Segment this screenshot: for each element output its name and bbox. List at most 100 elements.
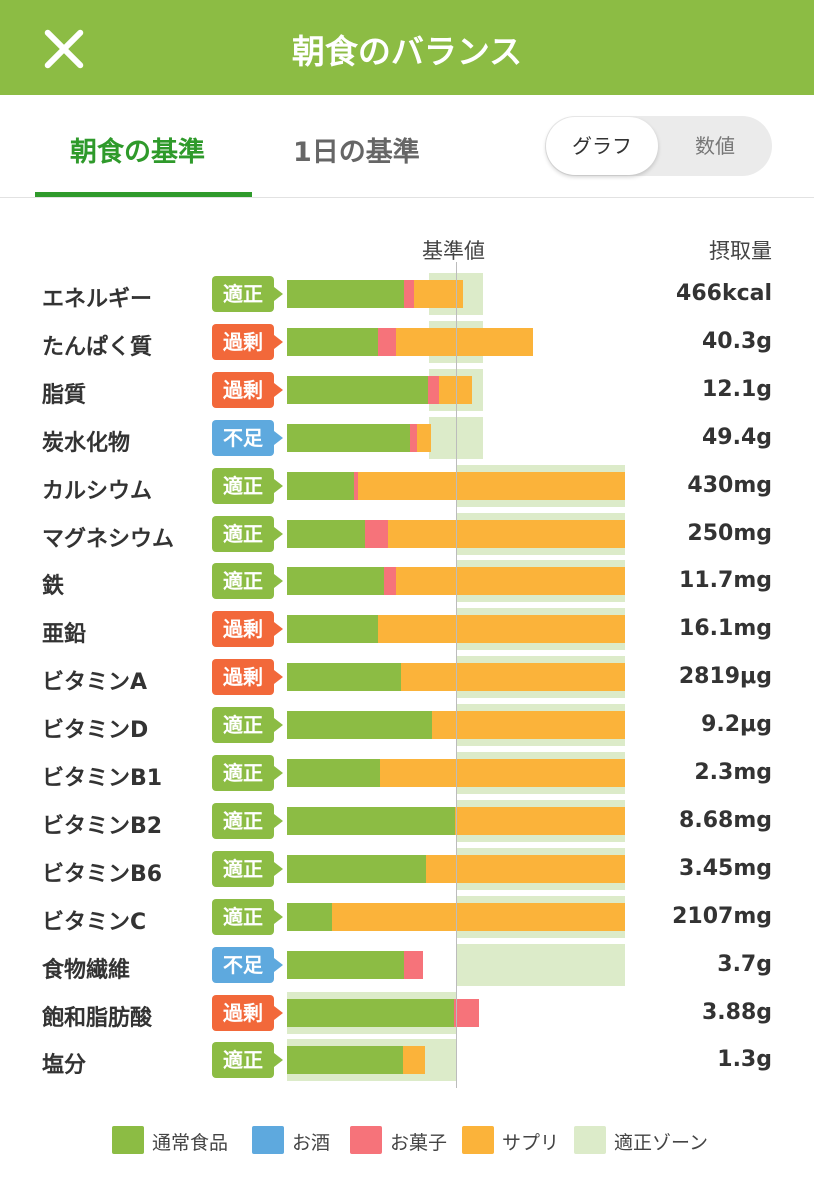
status-badge: 適正 bbox=[212, 707, 283, 743]
nutrient-row[interactable]: エネルギー 適正 466kcal bbox=[0, 273, 814, 321]
bar-segment-snack bbox=[454, 999, 479, 1027]
nutrient-name: 脂質 bbox=[42, 383, 87, 408]
nutrient-row[interactable]: 亜鉛 過剰 16.1mg bbox=[0, 608, 814, 656]
legend-swatch bbox=[252, 1126, 284, 1154]
nutrient-name: ビタミンA bbox=[42, 670, 148, 695]
app-header: 朝食のバランス bbox=[0, 0, 814, 95]
tab-daily-standard[interactable]: 1日の基準 bbox=[293, 137, 420, 168]
nutrient-chart: エネルギー 適正 466kcal たんぱく質 過剰 40.3g 脂質 過剰 12.1g 炭水化物不… bbox=[0, 273, 814, 1087]
nutrient-row[interactable]: 炭水化物 不足 49.4g bbox=[0, 417, 814, 465]
status-badge: 過剰 bbox=[212, 659, 283, 695]
bar-segment-supplement bbox=[403, 1046, 425, 1074]
bar-segment-supplement bbox=[388, 520, 625, 548]
bar-segment-food bbox=[287, 472, 354, 500]
nutrient-row[interactable]: ビタミンB1 適正 2.3mg bbox=[0, 752, 814, 800]
nutrient-row[interactable]: 鉄 適正 11.7mg bbox=[0, 560, 814, 608]
baseline-header: 基準値 bbox=[422, 239, 485, 263]
bar-segment-food bbox=[287, 280, 404, 308]
nutrient-name: 塩分 bbox=[42, 1053, 87, 1078]
nutrient-row[interactable]: ビタミンA 過剰 2819μg bbox=[0, 656, 814, 704]
nutrient-name: ビタミンC bbox=[42, 910, 147, 935]
bar-segment-snack bbox=[404, 280, 414, 308]
bar-segment-snack bbox=[428, 376, 439, 404]
nutrient-name: ビタミンB1 bbox=[42, 766, 163, 791]
nutrient-name: 亜鉛 bbox=[42, 622, 87, 647]
status-badge: 適正 bbox=[212, 276, 283, 312]
status-badge: 過剰 bbox=[212, 995, 283, 1031]
bar-segment-food bbox=[287, 615, 378, 643]
bar-segment-food bbox=[287, 855, 426, 883]
nutrient-row[interactable]: ビタミンC 適正 2107mg bbox=[0, 896, 814, 944]
bar-segment-supplement bbox=[358, 472, 625, 500]
intake-value: 430mg bbox=[687, 473, 772, 498]
status-badge: 不足 bbox=[212, 420, 283, 456]
bar-segment-food bbox=[287, 1046, 403, 1074]
toggle-numbers[interactable]: 数値 bbox=[695, 134, 735, 158]
nutrient-name: エネルギー bbox=[42, 287, 153, 312]
appropriate-zone bbox=[456, 944, 625, 986]
active-tab-indicator bbox=[35, 192, 252, 197]
nutrient-name: 炭水化物 bbox=[42, 431, 131, 456]
nutrient-name: カルシウム bbox=[42, 479, 153, 504]
nutrient-row[interactable]: マグネシウム 適正 250mg bbox=[0, 513, 814, 561]
bar-segment-food bbox=[287, 999, 454, 1027]
bar-segment-supplement bbox=[455, 807, 625, 835]
bar-segment-supplement bbox=[401, 663, 625, 691]
legend-label: 通常食品 bbox=[152, 1132, 229, 1154]
nutrient-row[interactable]: たんぱく質 過剰 40.3g bbox=[0, 321, 814, 369]
intake-value: 9.2μg bbox=[701, 712, 772, 737]
nutrient-row[interactable]: ビタミンD 適正 9.2μg bbox=[0, 704, 814, 752]
status-badge: 過剰 bbox=[212, 611, 283, 647]
nutrient-name: ビタミンB6 bbox=[42, 862, 163, 887]
legend-label: お酒 bbox=[292, 1132, 331, 1154]
nutrient-row[interactable]: 塩分 適正 1.3g bbox=[0, 1039, 814, 1087]
status-badge: 適正 bbox=[212, 516, 283, 552]
nutrient-row[interactable]: ビタミンB2 適正 8.68mg bbox=[0, 800, 814, 848]
nutrient-row[interactable]: 脂質 過剰 12.1g bbox=[0, 369, 814, 417]
legend-swatch bbox=[350, 1126, 382, 1154]
bar-segment-food bbox=[287, 951, 404, 979]
nutrient-row[interactable]: 食物繊維 不足 3.7g bbox=[0, 944, 814, 992]
intake-value: 250mg bbox=[687, 521, 772, 546]
legend-swatch bbox=[462, 1126, 494, 1154]
tab-breakfast-standard[interactable]: 朝食の基準 bbox=[70, 137, 205, 168]
nutrient-name: たんぱく質 bbox=[42, 335, 153, 360]
bar-segment-supplement bbox=[439, 376, 472, 404]
status-badge: 適正 bbox=[212, 1042, 283, 1078]
intake-value: 11.7mg bbox=[679, 568, 772, 593]
status-badge: 過剰 bbox=[212, 324, 283, 360]
intake-value: 466kcal bbox=[676, 281, 772, 306]
legend: 通常食品 お酒 お菓子 サプリ 適正ゾーン bbox=[112, 1126, 792, 1154]
intake-value: 2.3mg bbox=[694, 760, 772, 785]
bar-segment-supplement bbox=[432, 711, 625, 739]
toggle-graph[interactable]: グラフ bbox=[546, 117, 658, 175]
status-badge: 適正 bbox=[212, 468, 283, 504]
bar-segment-food bbox=[287, 711, 432, 739]
bar-segment-food bbox=[287, 424, 410, 452]
legend-swatch bbox=[574, 1126, 606, 1154]
nutrient-row[interactable]: 飽和脂肪酸 過剰 3.88g bbox=[0, 992, 814, 1040]
bar-segment-supplement bbox=[417, 424, 431, 452]
page-title: 朝食のバランス bbox=[291, 32, 523, 71]
bar-segment-food bbox=[287, 807, 455, 835]
nutrient-row[interactable]: ビタミンB6 適正 3.45mg bbox=[0, 848, 814, 896]
nutrient-row[interactable]: カルシウム 適正 430mg bbox=[0, 465, 814, 513]
bar-segment-food bbox=[287, 328, 378, 356]
bar-segment-snack bbox=[378, 328, 396, 356]
legend-swatch bbox=[112, 1126, 144, 1154]
bar-segment-snack bbox=[410, 424, 417, 452]
view-toggle: グラフ 数値 bbox=[545, 116, 772, 176]
legend-label: お菓子 bbox=[390, 1132, 448, 1154]
nutrient-name: マグネシウム bbox=[42, 527, 175, 552]
tab-divider bbox=[0, 197, 814, 198]
intake-value: 16.1mg bbox=[679, 616, 772, 641]
intake-value: 3.7g bbox=[717, 952, 772, 977]
legend-label: サプリ bbox=[502, 1132, 560, 1154]
bar-segment-food bbox=[287, 520, 365, 548]
bar-segment-snack bbox=[354, 472, 358, 500]
intake-value: 2107mg bbox=[672, 904, 772, 929]
bar-segment-snack bbox=[384, 567, 396, 595]
status-badge: 適正 bbox=[212, 899, 283, 935]
status-badge: 不足 bbox=[212, 947, 283, 983]
intake-header: 摂取量 bbox=[709, 239, 772, 263]
